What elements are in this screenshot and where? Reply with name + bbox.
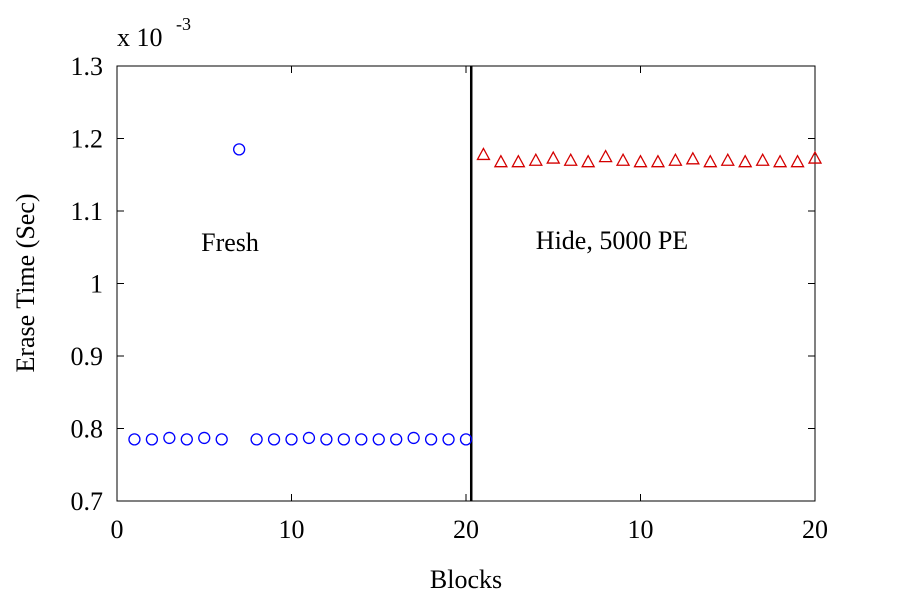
marker bbox=[755, 152, 770, 166]
y-tick-label: 1.2 bbox=[71, 125, 104, 154]
marker bbox=[476, 147, 491, 161]
marker bbox=[633, 154, 648, 168]
y-axis-label: Erase Time (Sec) bbox=[11, 193, 40, 372]
marker bbox=[390, 433, 403, 446]
marker bbox=[790, 154, 805, 168]
marker bbox=[668, 152, 683, 166]
marker bbox=[355, 433, 368, 446]
marker bbox=[720, 152, 735, 166]
marker bbox=[180, 433, 193, 446]
marker bbox=[615, 152, 631, 166]
marker bbox=[145, 433, 159, 446]
marker bbox=[546, 150, 561, 164]
marker bbox=[424, 433, 438, 446]
marker bbox=[459, 433, 473, 446]
x-tick-label: 0 bbox=[111, 515, 124, 544]
y-tick-label: 0.7 bbox=[71, 487, 104, 516]
x-axis-label: Blocks bbox=[430, 565, 502, 594]
marker bbox=[215, 433, 228, 446]
y-multiplier: x 10 bbox=[117, 23, 163, 52]
x-tick-label: 20 bbox=[453, 515, 479, 544]
marker bbox=[598, 149, 613, 163]
marker bbox=[320, 433, 333, 446]
marker bbox=[528, 152, 543, 166]
marker bbox=[493, 154, 508, 168]
marker bbox=[442, 433, 455, 446]
marker bbox=[163, 431, 176, 445]
marker bbox=[807, 150, 823, 164]
marker bbox=[407, 431, 420, 445]
marker bbox=[563, 152, 578, 166]
annotation: Fresh bbox=[201, 228, 259, 257]
y-tick-label: 1.1 bbox=[71, 197, 104, 226]
x-tick-label: 10 bbox=[628, 515, 654, 544]
y-tick-label: 1 bbox=[90, 270, 103, 299]
marker bbox=[703, 154, 718, 168]
marker bbox=[685, 151, 700, 165]
annotation: Hide, 5000 PE bbox=[536, 226, 688, 255]
marker bbox=[267, 433, 281, 446]
marker bbox=[511, 154, 526, 168]
marker bbox=[773, 154, 788, 168]
marker bbox=[232, 143, 246, 156]
y-multiplier-exponent: -3 bbox=[176, 14, 191, 34]
marker bbox=[128, 433, 141, 446]
marker bbox=[285, 433, 298, 446]
x-tick-label: 20 bbox=[802, 515, 828, 544]
marker bbox=[198, 431, 211, 445]
marker bbox=[250, 433, 263, 446]
y-tick-label: 0.8 bbox=[71, 415, 104, 444]
marker bbox=[372, 433, 385, 446]
marker bbox=[738, 154, 753, 168]
marker bbox=[581, 154, 596, 168]
y-tick-label: 0.9 bbox=[71, 342, 104, 371]
marker bbox=[337, 433, 351, 446]
marker bbox=[302, 431, 316, 445]
x-tick-label: 10 bbox=[279, 515, 305, 544]
y-tick-label: 1.3 bbox=[71, 52, 104, 81]
marker bbox=[650, 154, 666, 168]
